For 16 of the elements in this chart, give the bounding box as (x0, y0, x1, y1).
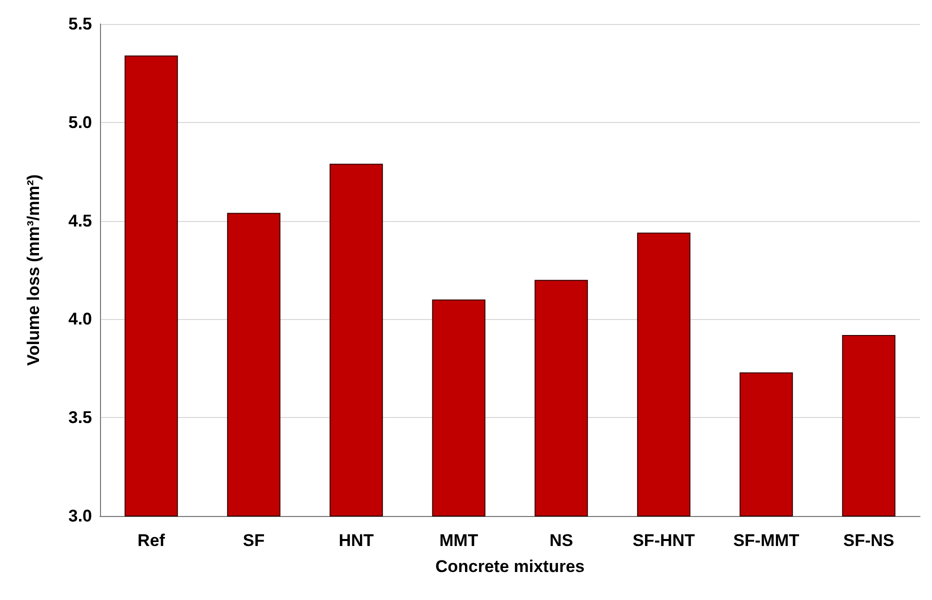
y-tick-label: 4.5 (68, 211, 92, 230)
x-tick-label: NS (549, 531, 574, 550)
x-tick-label: SF (242, 531, 265, 550)
y-tick-label: 4.0 (68, 310, 92, 329)
x-tick-label: SF-MMT (733, 531, 800, 550)
y-axis-title: Volume loss (mm³/mm²) (24, 174, 43, 366)
x-tick-label: Ref (138, 531, 166, 550)
y-tick-label: 5.5 (68, 14, 92, 34)
x-tick-label: MMT (439, 531, 479, 550)
y-tick-label: 3.0 (68, 506, 92, 526)
x-axis-title: Concrete mixtures (435, 557, 585, 576)
x-tick-label: SF-HNT (632, 531, 696, 550)
y-tick-label: 5.0 (68, 112, 92, 132)
y-tick-label: 3.5 (68, 408, 92, 428)
x-tick-label: SF-NS (843, 531, 894, 550)
x-tick-label: HNT (338, 531, 374, 550)
